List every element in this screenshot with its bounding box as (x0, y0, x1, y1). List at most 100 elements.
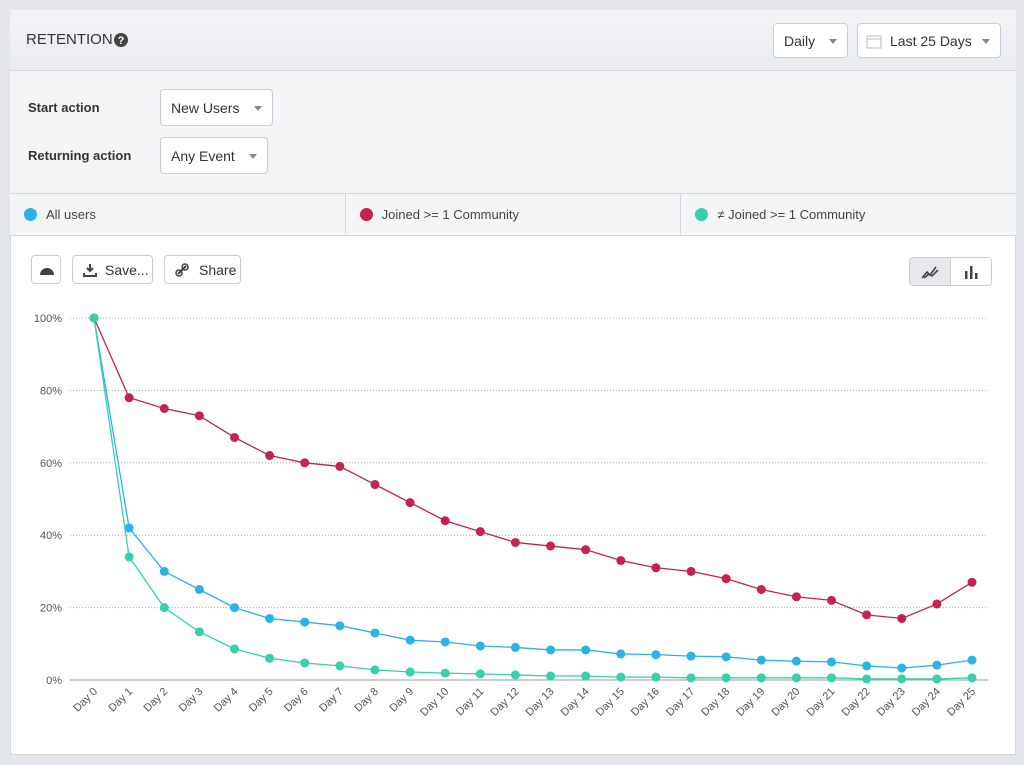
data-point (335, 661, 344, 670)
data-point (862, 661, 871, 670)
data-point (195, 585, 204, 594)
data-point (722, 673, 731, 682)
data-point (968, 656, 977, 665)
x-tick-label: Day 10 (418, 686, 451, 719)
data-point (792, 592, 801, 601)
data-point (476, 669, 485, 678)
x-tick-label: Day 4 (212, 686, 241, 715)
x-tick-label: Day 8 (352, 686, 381, 715)
data-point (581, 672, 590, 681)
data-point (827, 657, 836, 666)
x-tick-label: Day 14 (559, 686, 592, 719)
data-point (476, 641, 485, 650)
data-point (300, 618, 309, 627)
x-tick-label: Day 17 (664, 686, 697, 719)
x-tick-label: Day 18 (699, 686, 732, 719)
x-tick-label: Day 9 (387, 686, 416, 715)
data-point (687, 652, 696, 661)
x-tick-label: Day 2 (142, 686, 171, 715)
data-point (827, 673, 836, 682)
data-point (511, 538, 520, 547)
data-point (651, 650, 660, 659)
data-point (932, 661, 941, 670)
data-point (862, 610, 871, 619)
data-point (125, 523, 134, 532)
data-point (265, 614, 274, 623)
data-point (722, 652, 731, 661)
x-tick-label: Day 3 (177, 686, 206, 715)
data-point (441, 637, 450, 646)
data-point (300, 658, 309, 667)
y-tick-label: 40% (40, 530, 62, 542)
x-tick-label: Day 11 (454, 686, 487, 719)
data-point (370, 665, 379, 674)
data-point (722, 574, 731, 583)
data-point (441, 516, 450, 525)
x-tick-label: Day 6 (282, 686, 311, 715)
data-point (406, 636, 415, 645)
data-point (897, 674, 906, 683)
data-point (511, 670, 520, 679)
data-point (125, 552, 134, 561)
data-point (757, 585, 766, 594)
x-tick-label: Day 24 (910, 686, 943, 719)
x-tick-label: Day 7 (317, 686, 346, 715)
data-point (687, 673, 696, 682)
x-tick-label: Day 23 (875, 686, 908, 719)
data-point (546, 542, 555, 551)
data-point (125, 393, 134, 402)
data-point (160, 404, 169, 413)
data-point (406, 668, 415, 677)
data-point (897, 664, 906, 673)
data-point (370, 480, 379, 489)
data-point (90, 314, 99, 323)
data-point (230, 433, 239, 442)
x-tick-label: Day 16 (629, 686, 662, 719)
x-tick-label: Day 13 (524, 686, 557, 719)
data-point (897, 614, 906, 623)
x-tick-label: Day 12 (488, 686, 521, 719)
data-point (792, 657, 801, 666)
data-point (616, 673, 625, 682)
data-point (581, 645, 590, 654)
data-point (195, 627, 204, 636)
y-tick-label: 20% (40, 603, 62, 615)
data-point (476, 527, 485, 536)
data-point (687, 567, 696, 576)
x-tick-label: Day 15 (594, 686, 627, 719)
data-point (160, 603, 169, 612)
data-point (932, 599, 941, 608)
series-line (94, 318, 972, 668)
data-point (546, 645, 555, 654)
data-point (335, 621, 344, 630)
data-point (230, 603, 239, 612)
x-tick-label: Day 0 (71, 686, 100, 715)
data-point (827, 596, 836, 605)
data-point (862, 674, 871, 683)
data-point (581, 545, 590, 554)
x-tick-label: Day 22 (840, 686, 873, 719)
data-point (932, 674, 941, 683)
y-tick-label: 100% (34, 313, 62, 325)
data-point (792, 673, 801, 682)
data-point (300, 458, 309, 467)
y-tick-label: 60% (40, 458, 62, 470)
data-point (230, 644, 239, 653)
data-point (651, 673, 660, 682)
data-point (406, 498, 415, 507)
data-point (265, 654, 274, 663)
x-tick-label: Day 1 (106, 686, 135, 715)
series-line (94, 318, 972, 618)
x-tick-label: Day 5 (247, 686, 276, 715)
data-point (757, 673, 766, 682)
data-point (441, 669, 450, 678)
data-point (968, 673, 977, 682)
data-point (370, 628, 379, 637)
x-tick-label: Day 20 (769, 686, 802, 719)
data-point (616, 649, 625, 658)
data-point (335, 462, 344, 471)
data-point (195, 411, 204, 420)
data-point (511, 643, 520, 652)
